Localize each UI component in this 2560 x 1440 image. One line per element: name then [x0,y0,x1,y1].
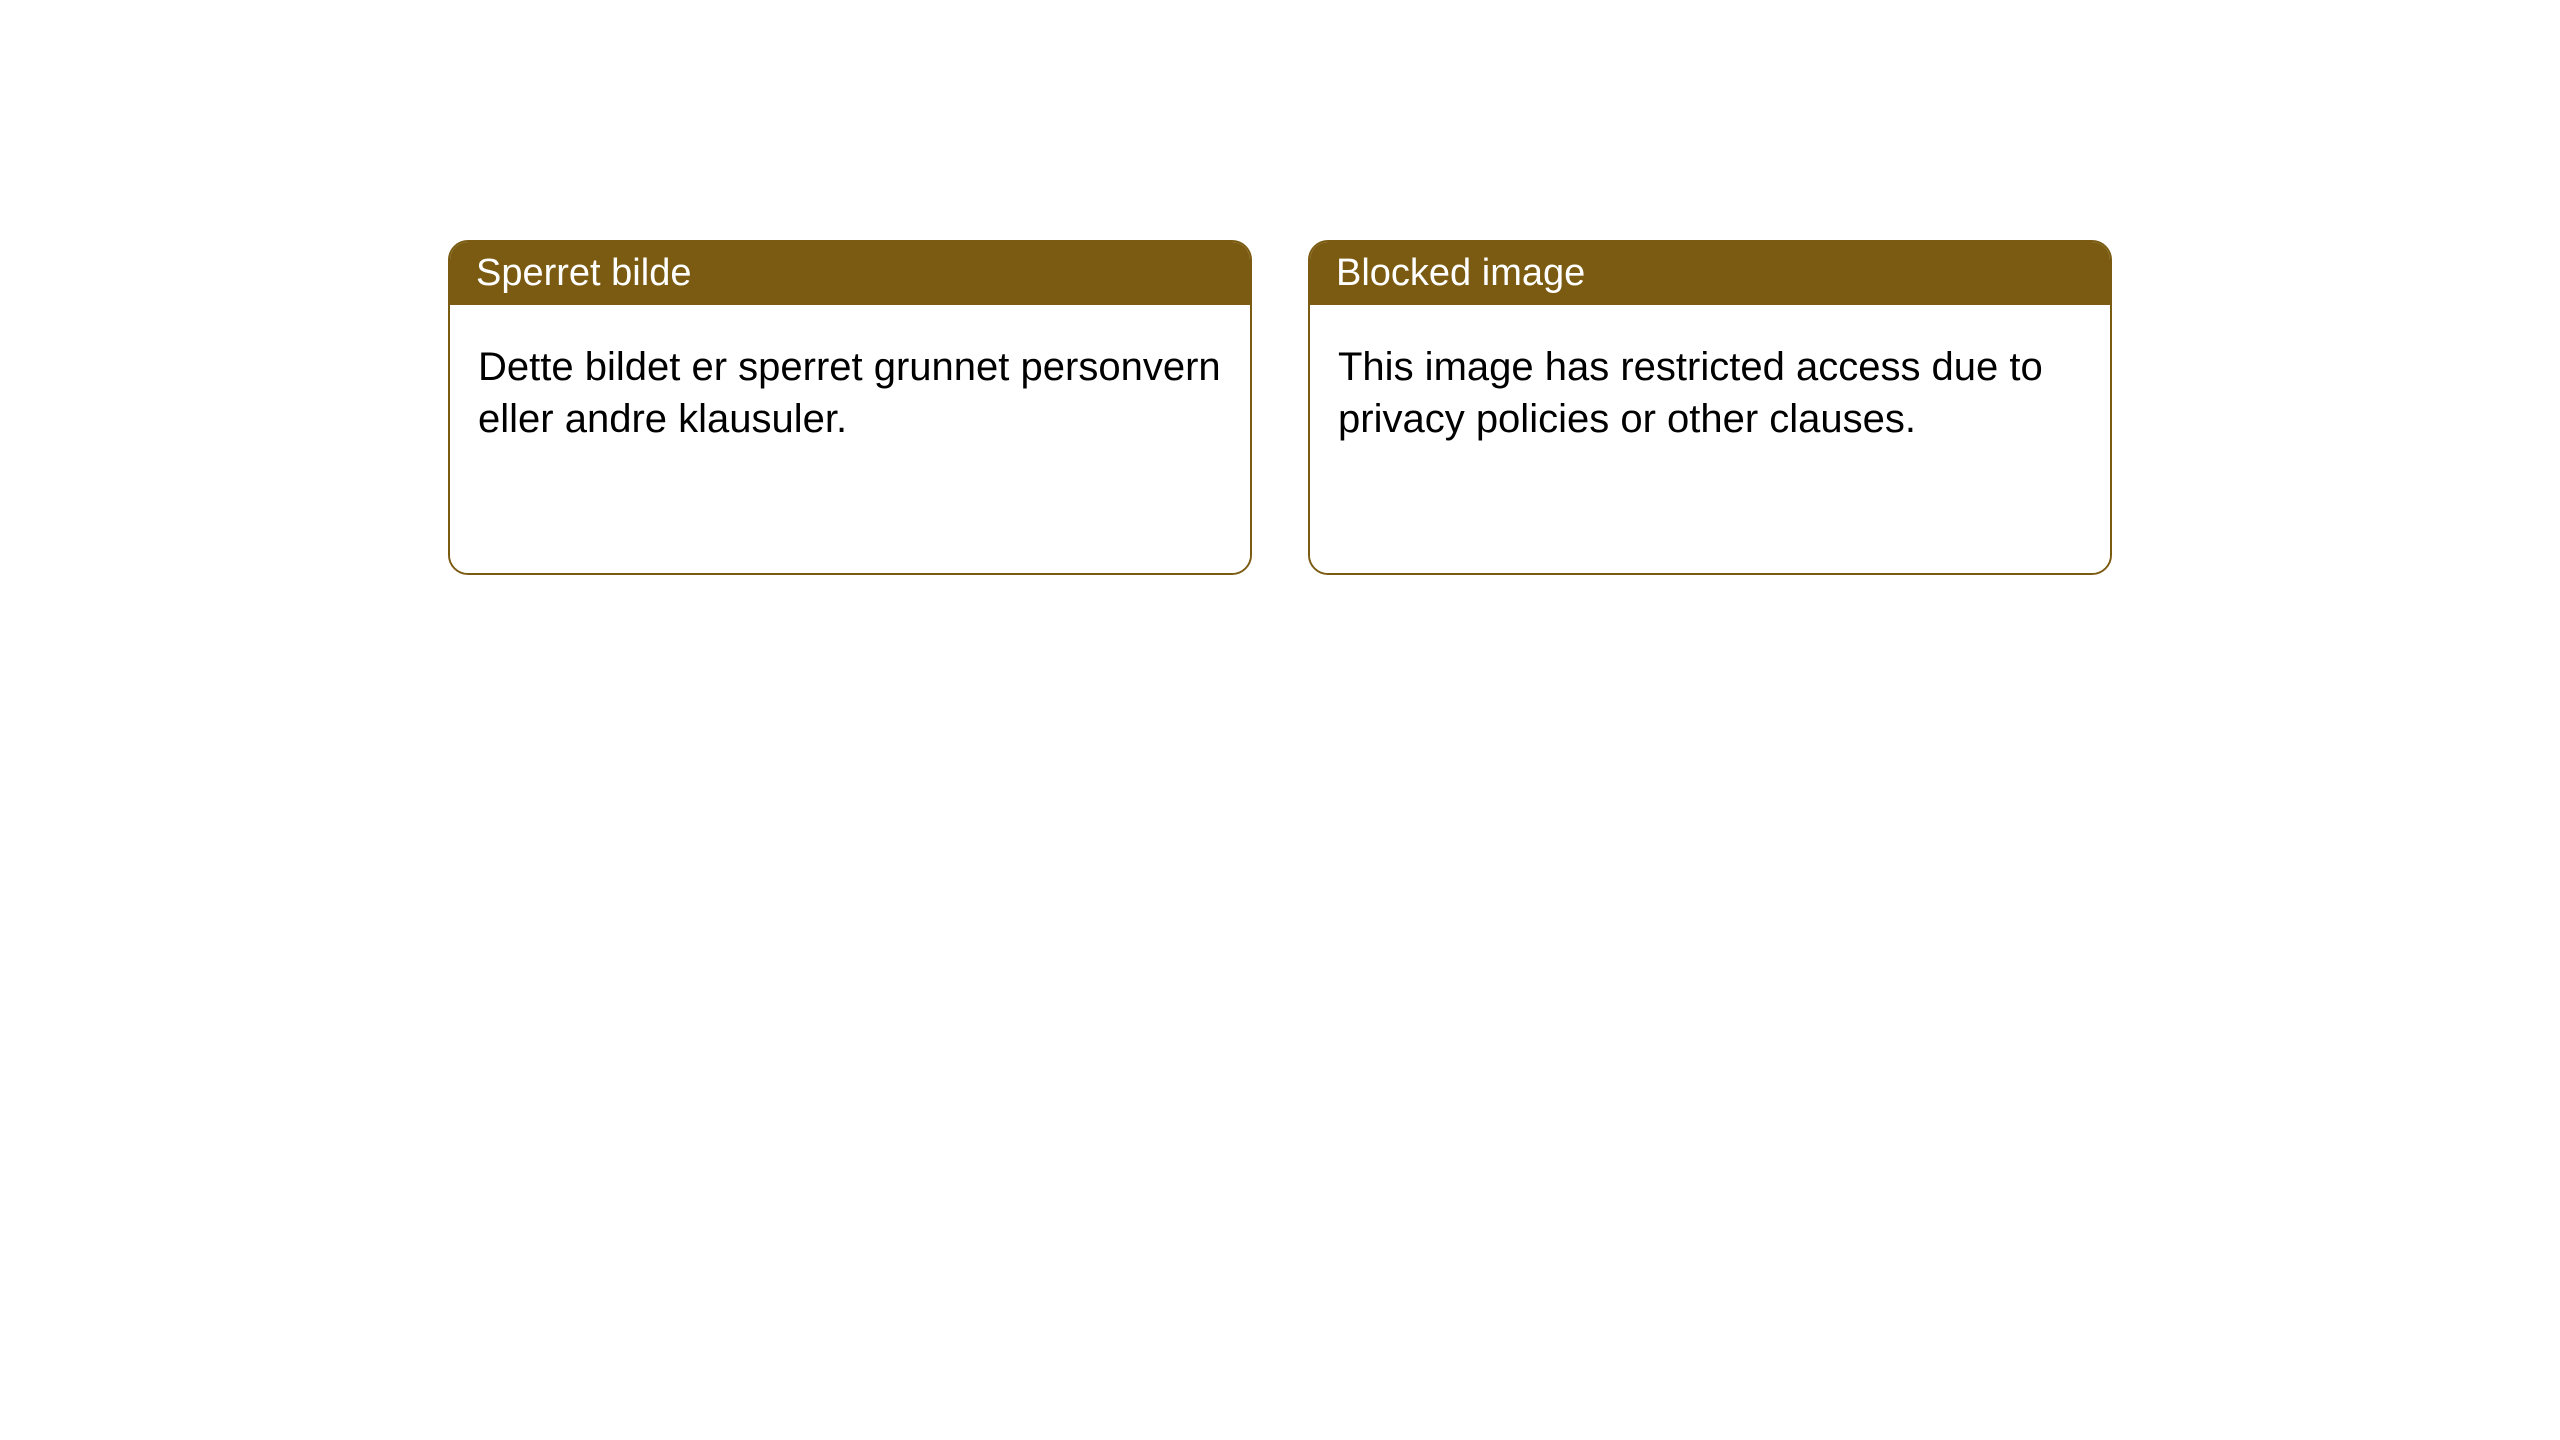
notice-container: Sperret bilde Dette bildet er sperret gr… [448,240,2112,575]
notice-card-english: Blocked image This image has restricted … [1308,240,2112,575]
notice-body-text: This image has restricted access due to … [1338,345,2043,441]
notice-card-header: Blocked image [1310,242,2110,305]
notice-title: Sperret bilde [476,252,691,294]
notice-card-norwegian: Sperret bilde Dette bildet er sperret gr… [448,240,1252,575]
notice-card-body: This image has restricted access due to … [1310,305,2110,573]
notice-card-body: Dette bildet er sperret grunnet personve… [450,305,1250,573]
notice-card-header: Sperret bilde [450,242,1250,305]
notice-title: Blocked image [1336,252,1585,294]
notice-body-text: Dette bildet er sperret grunnet personve… [478,345,1221,441]
